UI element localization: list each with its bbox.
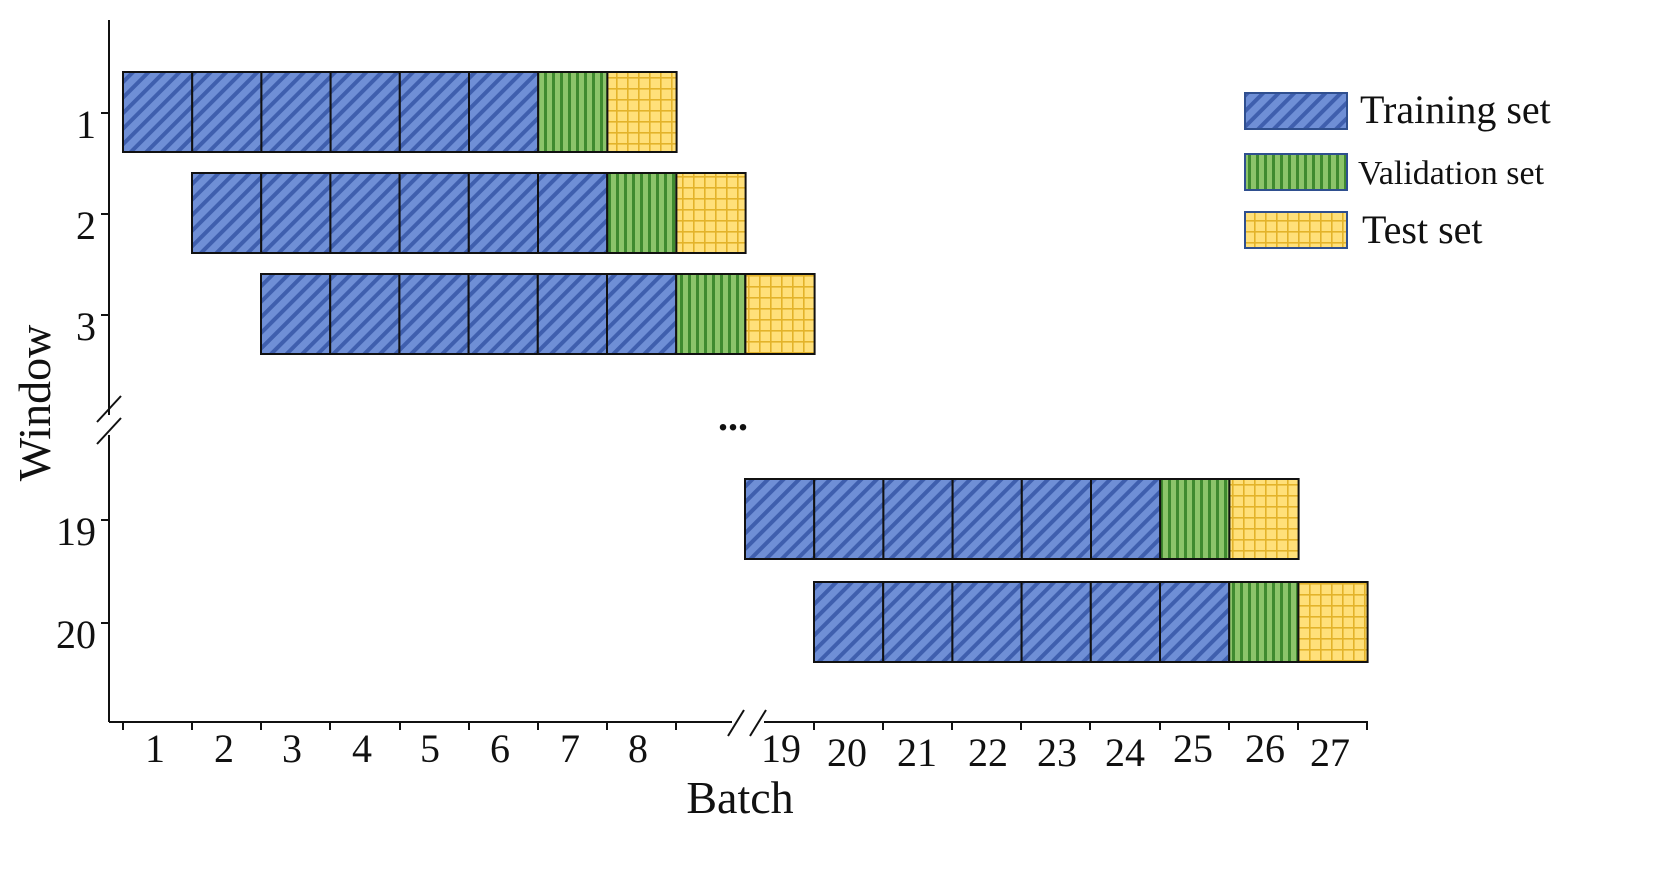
x-tick-label: 24 (1105, 730, 1145, 775)
training-cell (1020, 478, 1092, 560)
x-tick-label: 5 (420, 726, 440, 771)
legend-swatch-test (1244, 211, 1348, 249)
window-row-19 (744, 478, 1300, 560)
x-axis-title: Batch (686, 772, 793, 823)
validation-cell (1159, 478, 1231, 560)
training-cell (951, 478, 1023, 560)
test-cell (1228, 478, 1300, 560)
x-tick-label: 22 (968, 730, 1008, 775)
window-rows (122, 71, 1369, 663)
training-cell (468, 71, 540, 153)
training-cell (951, 581, 1023, 663)
y-tick-label: 1 (76, 102, 96, 147)
y-tick-label: 20 (56, 612, 96, 657)
training-cell (882, 581, 954, 663)
training-cell (191, 172, 263, 254)
x-tick-label: 20 (827, 730, 867, 775)
training-cell (537, 172, 609, 254)
window-row-2 (191, 172, 747, 254)
x-tick-label: 7 (560, 726, 580, 771)
x-tick-label: 8 (628, 726, 648, 771)
training-cell (813, 581, 885, 663)
x-tick-label: 26 (1245, 726, 1285, 771)
training-cell (1090, 478, 1162, 560)
training-cell (398, 71, 470, 153)
x-axis (109, 709, 1368, 737)
training-cell (260, 71, 332, 153)
x-tick-label: 27 (1310, 730, 1350, 775)
x-tick-label: 3 (282, 726, 302, 771)
x-tick-label: 2 (214, 726, 234, 771)
validation-cell (606, 172, 678, 254)
x-tick-label: 21 (897, 730, 937, 775)
training-cell (260, 273, 332, 355)
validation-cell (537, 71, 609, 153)
validation-cell (675, 273, 747, 355)
test-cell (744, 273, 816, 355)
training-cell (467, 273, 539, 355)
legend-label-validation: Validation set (1358, 155, 1545, 192)
training-cell (122, 71, 194, 153)
training-cell (744, 478, 816, 560)
y-tick-label: 2 (76, 203, 96, 248)
validation-cell (1228, 581, 1300, 663)
legend-label-test: Test set (1362, 207, 1483, 252)
test-cell (675, 172, 747, 254)
training-cell (1089, 581, 1162, 663)
x-tick-label: 19 (761, 726, 801, 771)
y-tick-label: 19 (56, 509, 96, 554)
ellipsis: ... (718, 394, 748, 439)
training-cell (260, 172, 332, 254)
y-tick-label: 3 (76, 304, 96, 349)
x-tick-label: 23 (1037, 730, 1077, 775)
training-cell (536, 273, 608, 355)
legend-label-training: Training set (1360, 87, 1551, 132)
training-cell (606, 273, 678, 355)
training-cell (398, 172, 470, 254)
x-tick-label: 4 (352, 726, 372, 771)
training-cell (398, 273, 470, 355)
training-cell (191, 71, 263, 153)
window-row-20 (813, 581, 1369, 663)
y-axis-title: Window (9, 324, 60, 481)
window-row-3 (260, 273, 816, 355)
training-cell (813, 478, 885, 560)
training-cell (1020, 581, 1092, 663)
test-cell (1297, 581, 1369, 663)
y-axis-break-mark (96, 417, 122, 445)
training-cell (329, 71, 401, 153)
training-cell (467, 172, 539, 254)
y-ticks: 1 2 3 19 20 (56, 102, 109, 657)
x-axis-break-mark (727, 709, 745, 737)
training-cell (329, 273, 401, 355)
x-axis-break-mark (749, 709, 767, 737)
y-axis-break-mark (96, 395, 122, 423)
training-cell (329, 172, 401, 254)
legend-swatch-training (1244, 92, 1348, 130)
x-tick-label: 25 (1173, 726, 1213, 771)
test-cell (606, 71, 678, 153)
legend-swatch-validation (1244, 153, 1348, 191)
x-tick-label: 6 (490, 726, 510, 771)
x-ticks: 1 2 3 4 5 6 7 8 19 20 21 22 23 24 25 26 27 (122, 722, 1368, 775)
window-row-1 (122, 71, 678, 153)
y-axis (96, 20, 122, 722)
legend: Training set Validation set Test set (1244, 87, 1551, 252)
training-cell (1159, 581, 1231, 663)
x-tick-label: 1 (145, 726, 165, 771)
training-cell (882, 478, 954, 560)
